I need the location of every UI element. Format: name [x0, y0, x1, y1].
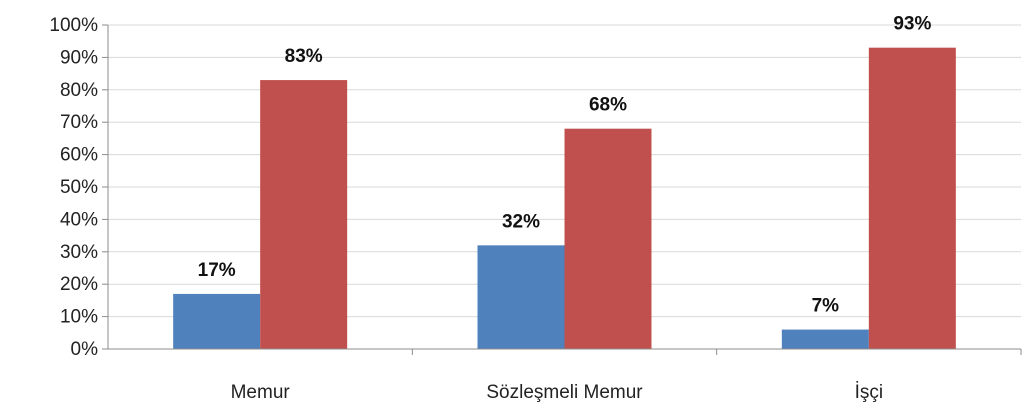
data-label: 83%: [285, 46, 323, 67]
bar: [781, 329, 869, 349]
y-tick-label: 40%: [60, 209, 98, 230]
y-tick-label: 70%: [60, 112, 98, 133]
bar: [477, 245, 565, 349]
data-label: 32%: [502, 211, 540, 232]
y-tick-label: 100%: [49, 15, 98, 36]
bar: [564, 128, 652, 349]
y-tick-label: 20%: [60, 274, 98, 295]
bar: [173, 293, 261, 349]
data-label: 7%: [812, 296, 840, 317]
y-tick-label: 30%: [60, 242, 98, 263]
data-label: 93%: [893, 14, 931, 35]
x-category-label: İşçi: [855, 382, 884, 403]
y-tick-label: 10%: [60, 307, 98, 328]
y-tick-label: 50%: [60, 177, 98, 198]
bars: [173, 47, 956, 350]
data-labels: 17% 83% 32% 68% 7% 93%: [198, 14, 932, 317]
x-axis: Memur Sözleşmeli Memur İşçi: [102, 348, 1022, 403]
y-axis-ticks: 0% 10% 20% 30% 40% 50% 60% 70% 80% 90% 100%: [49, 15, 109, 360]
data-label: 68%: [589, 95, 627, 116]
y-tick-label: 80%: [60, 80, 98, 101]
x-category-label: Sözleşmeli Memur: [486, 382, 643, 403]
data-label: 17%: [198, 260, 236, 281]
bar: [868, 47, 956, 350]
y-tick-label: 60%: [60, 145, 98, 166]
y-tick-label: 0%: [71, 339, 99, 360]
bar: [260, 80, 348, 349]
x-category-label: Memur: [231, 382, 291, 403]
y-tick-label: 90%: [60, 47, 98, 68]
